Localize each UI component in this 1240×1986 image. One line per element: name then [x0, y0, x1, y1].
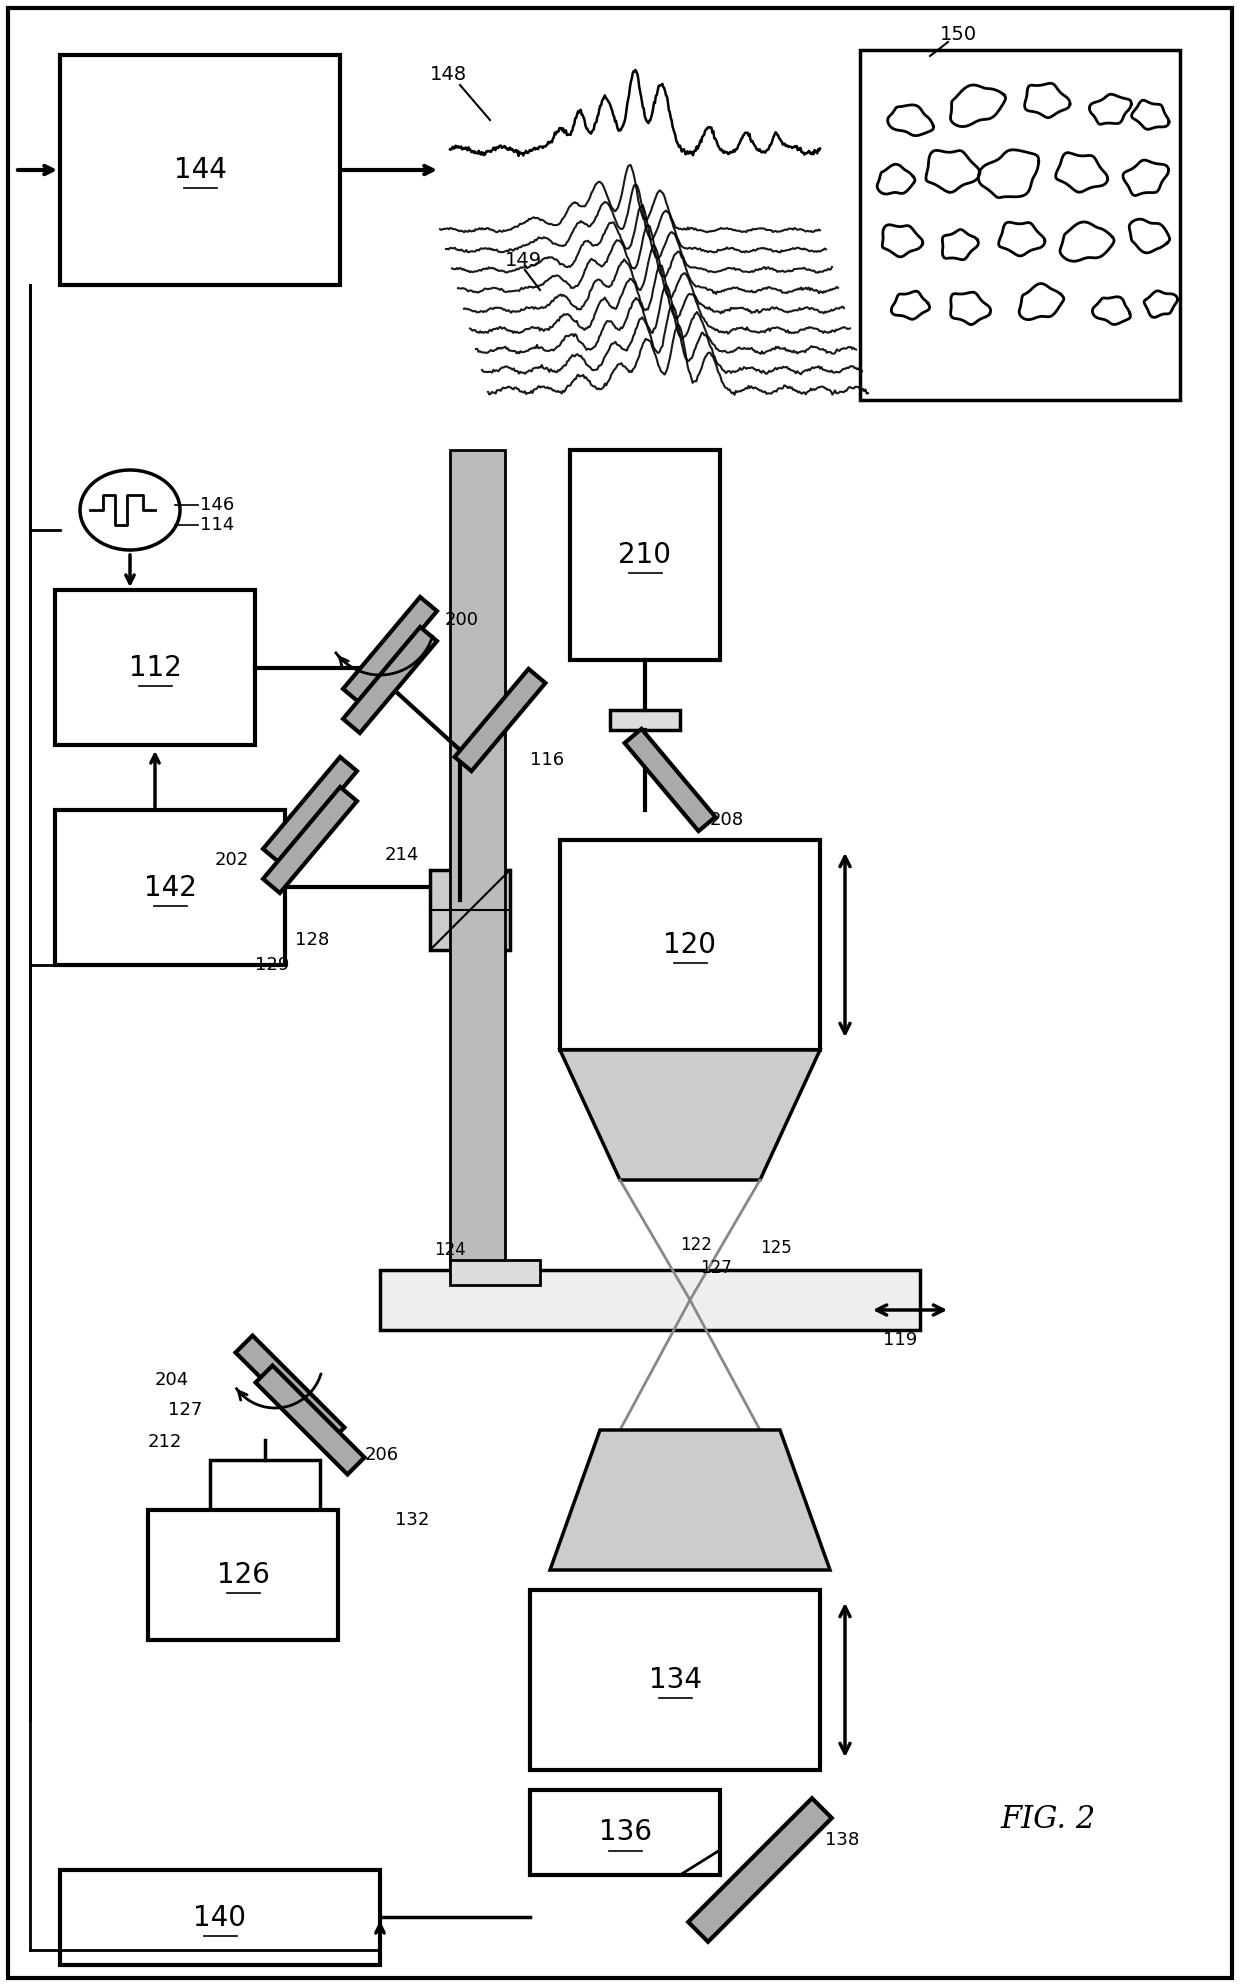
Polygon shape	[560, 1051, 820, 1180]
Text: 120: 120	[663, 931, 717, 959]
Text: 204: 204	[155, 1370, 190, 1388]
Text: 214: 214	[384, 846, 419, 864]
Text: 202: 202	[215, 850, 249, 870]
FancyBboxPatch shape	[529, 1789, 720, 1875]
Text: 132: 132	[396, 1511, 429, 1529]
Text: 134: 134	[649, 1666, 702, 1694]
Polygon shape	[551, 1430, 830, 1571]
Polygon shape	[255, 1366, 365, 1474]
Polygon shape	[343, 598, 436, 703]
Text: 122: 122	[680, 1235, 712, 1253]
FancyBboxPatch shape	[55, 590, 255, 745]
Text: 208: 208	[711, 810, 744, 828]
Polygon shape	[263, 757, 357, 864]
Text: 128: 128	[295, 931, 330, 949]
Text: 210: 210	[619, 540, 672, 570]
FancyBboxPatch shape	[210, 1460, 320, 1515]
FancyBboxPatch shape	[450, 451, 505, 1301]
FancyBboxPatch shape	[60, 56, 340, 286]
FancyBboxPatch shape	[430, 870, 510, 949]
FancyBboxPatch shape	[55, 810, 285, 965]
Text: 148: 148	[430, 66, 467, 85]
Text: 149: 149	[505, 250, 542, 270]
Text: 212: 212	[148, 1434, 182, 1452]
Text: 116: 116	[529, 751, 564, 769]
Polygon shape	[455, 669, 546, 771]
FancyBboxPatch shape	[610, 711, 680, 731]
Polygon shape	[688, 1797, 832, 1942]
Text: 146: 146	[200, 496, 234, 514]
Polygon shape	[263, 786, 357, 894]
Text: 129: 129	[255, 955, 289, 973]
Text: 125: 125	[760, 1239, 792, 1257]
Text: 124: 124	[434, 1241, 466, 1259]
Text: 206: 206	[365, 1446, 399, 1464]
Polygon shape	[236, 1335, 345, 1444]
FancyBboxPatch shape	[861, 50, 1180, 399]
FancyBboxPatch shape	[450, 1259, 539, 1285]
Text: FIG. 2: FIG. 2	[999, 1805, 1095, 1835]
Text: 142: 142	[144, 874, 196, 902]
Text: 126: 126	[217, 1561, 269, 1589]
FancyBboxPatch shape	[560, 840, 820, 1051]
FancyBboxPatch shape	[60, 1871, 379, 1964]
FancyBboxPatch shape	[529, 1591, 820, 1770]
FancyBboxPatch shape	[570, 451, 720, 659]
Text: 127: 127	[167, 1400, 202, 1420]
Text: 127: 127	[701, 1259, 732, 1277]
Text: 138: 138	[825, 1831, 859, 1849]
Text: 150: 150	[940, 26, 977, 44]
FancyBboxPatch shape	[148, 1509, 339, 1640]
Text: 136: 136	[599, 1819, 651, 1847]
FancyBboxPatch shape	[379, 1269, 920, 1331]
Text: 114: 114	[200, 516, 234, 534]
Text: 144: 144	[174, 157, 227, 185]
Text: 140: 140	[193, 1903, 247, 1932]
Polygon shape	[343, 628, 436, 733]
Text: 119: 119	[883, 1331, 918, 1348]
Polygon shape	[625, 729, 715, 830]
Text: 112: 112	[129, 653, 181, 681]
Text: 200: 200	[445, 612, 479, 630]
